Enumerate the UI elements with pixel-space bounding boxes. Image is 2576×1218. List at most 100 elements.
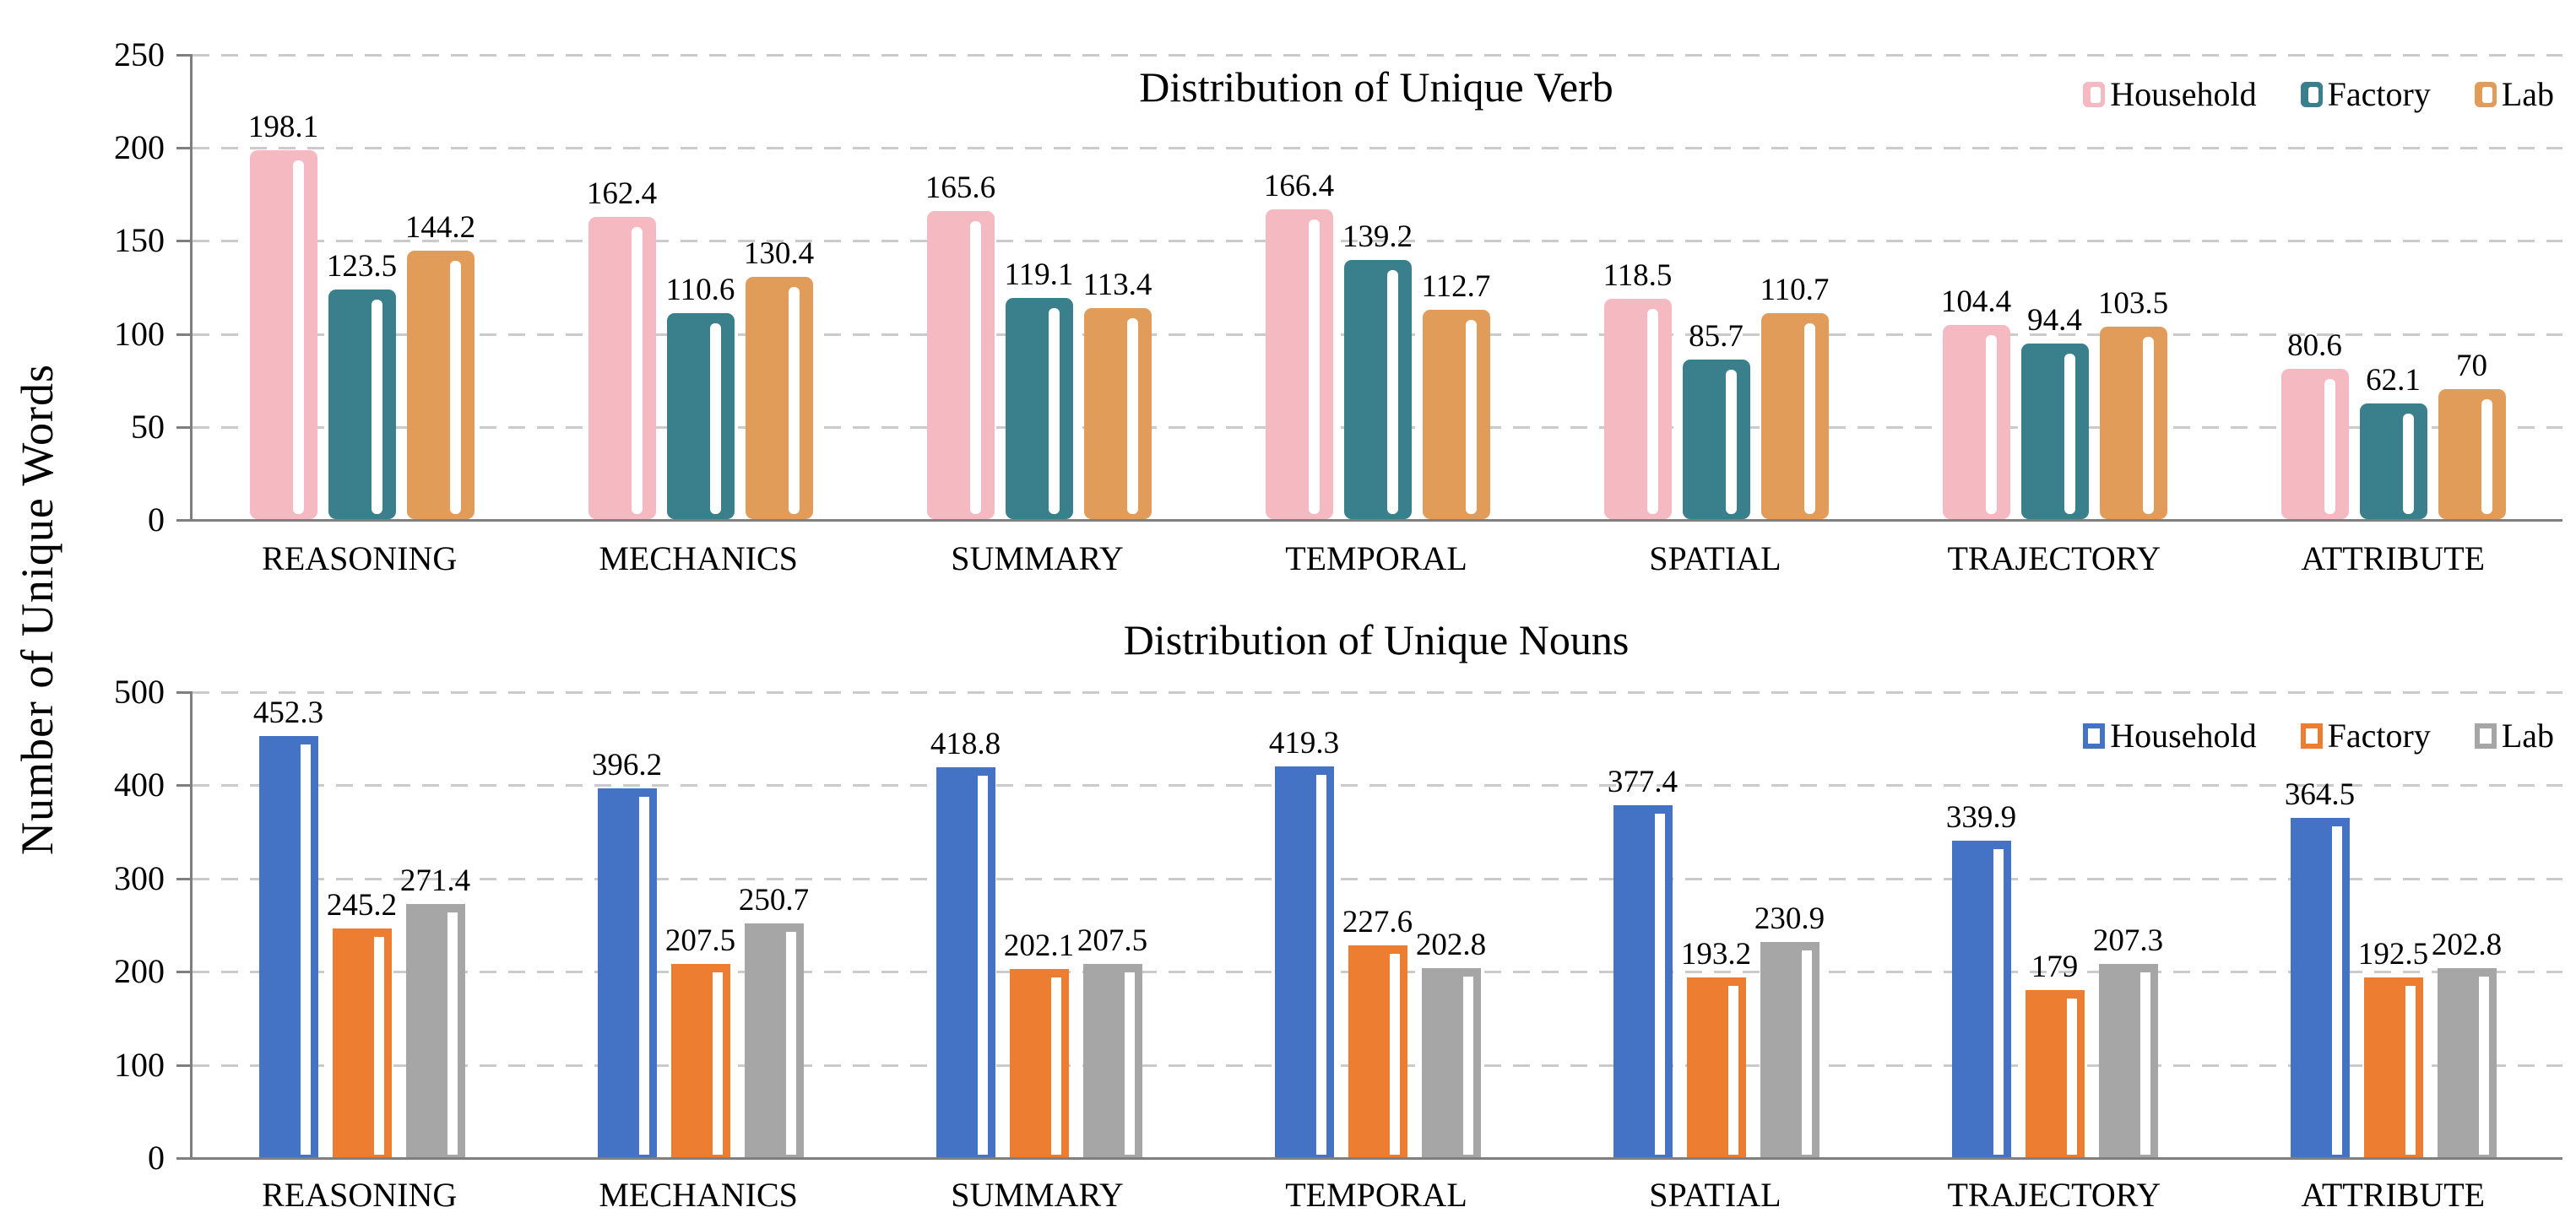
bar-lab-trajectory: 207.3: [2093, 925, 2163, 1157]
legend-marker-factory: [2300, 723, 2323, 749]
value-label: 110.6: [665, 273, 735, 308]
chart-title-nouns: Distribution of Unique Nouns: [1123, 616, 1630, 663]
y-tick-mark: [176, 519, 190, 522]
bar-highlight-stripe: [785, 932, 796, 1155]
legend-label: Lab: [2501, 717, 2554, 755]
value-label: 162.4: [586, 176, 658, 212]
bar-household-reasoning: 198.1: [248, 111, 318, 519]
bar-highlight-stripe: [1801, 950, 1812, 1155]
legend-marker-household: [2083, 82, 2106, 107]
bar-lab-attribute: 202.8: [2432, 929, 2502, 1157]
value-label: 452.3: [252, 695, 324, 730]
value-label: 179: [2031, 950, 2079, 985]
bar-factory-mechanics: 110.6: [666, 274, 735, 519]
bar-highlight-stripe: [1048, 307, 1060, 514]
value-label: 192.5: [2357, 937, 2429, 972]
value-label: 202.1: [1003, 928, 1075, 963]
bar-household-temporal: 419.3: [1269, 728, 1339, 1157]
bar-household-trajectory: 339.9: [1946, 802, 2016, 1157]
gridline: [193, 54, 2562, 57]
y-tick-label: 400: [114, 766, 165, 804]
y-tick-label: 500: [114, 673, 165, 711]
x-axis-label-temporal: TEMPORAL: [1285, 539, 1467, 577]
value-label: 198.1: [247, 110, 319, 145]
bar-group-spatial: 118.5 85.7 110.7: [1547, 54, 1885, 519]
legend-marker-lab: [2474, 723, 2497, 749]
y-tick-label: 0: [148, 501, 165, 539]
gridline: [193, 877, 2562, 880]
bar-highlight-stripe: [1993, 848, 2004, 1155]
bar-household-spatial: 377.4: [1608, 766, 1678, 1157]
bar-highlight-stripe: [1727, 985, 1738, 1155]
bar-group-trajectory: 104.4 94.4 103.5: [1885, 54, 2224, 519]
value-label: 112.7: [1421, 268, 1491, 304]
chart-title-verbs: Distribution of Unique Verb: [1139, 63, 1613, 111]
bar-household-attribute: 80.6: [2280, 330, 2349, 519]
x-axis-labels-verbs: REASONING MECHANICS SUMMARY TEMPORAL SPATIAL…: [190, 539, 2562, 578]
value-label: 193.2: [1680, 936, 1752, 972]
bar-factory-summary: 119.1: [1005, 259, 1073, 519]
bar-household-summary: 165.6: [925, 172, 995, 519]
legend-item-household: Household: [2083, 75, 2257, 113]
bar-household-spatial: 118.5: [1603, 260, 1672, 519]
legend-label: Household: [2110, 717, 2257, 755]
y-tick-label: 100: [114, 314, 165, 353]
bar-highlight-stripe: [2405, 986, 2416, 1155]
gridline: [193, 147, 2562, 150]
bar-lab-reasoning: 271.4: [400, 865, 470, 1157]
bar-group-temporal: 419.3 227.6 202.8: [1208, 691, 1547, 1157]
value-label: 271.4: [399, 863, 471, 899]
x-axis-label-reasoning: REASONING: [262, 1176, 458, 1214]
value-label: 364.5: [2284, 777, 2356, 812]
bar-highlight-stripe: [1803, 323, 1815, 514]
legend-marker-factory: [2300, 82, 2323, 107]
legend-marker-household: [2083, 723, 2106, 749]
legend-label: Lab: [2501, 75, 2554, 113]
bar-household-temporal: 166.4: [1264, 171, 1334, 519]
bar-factory-mechanics: 207.5: [665, 925, 735, 1157]
value-label: 207.5: [1076, 923, 1148, 958]
bar-highlight-stripe: [1985, 334, 1997, 514]
legend-label: Factory: [2327, 717, 2431, 755]
bar-group-summary: 418.8 202.1 207.5: [870, 691, 1208, 1157]
y-tick-mark: [176, 971, 190, 974]
bar-highlight-stripe: [1126, 318, 1138, 514]
legend-item-lab: Lab: [2474, 75, 2554, 113]
bar-household-mechanics: 396.2: [592, 750, 662, 1157]
value-label: 139.2: [1342, 219, 1413, 255]
bar-household-attribute: 364.5: [2285, 779, 2355, 1157]
legend-marker-lab: [2474, 82, 2497, 107]
y-tick-label: 300: [114, 858, 165, 897]
y-tick-mark: [176, 147, 190, 150]
value-label: 144.2: [404, 210, 476, 246]
bar-highlight-stripe: [1386, 270, 1398, 514]
x-axis-label-mechanics: MECHANICS: [599, 1176, 798, 1214]
value-label: 103.5: [2097, 285, 2169, 321]
x-axis-label-mechanics: MECHANICS: [599, 539, 798, 577]
bar-factory-attribute: 62.1: [2359, 365, 2427, 519]
bar-lab-temporal: 202.8: [1416, 929, 1486, 1157]
x-axis-label-trajectory: TRAJECTORY: [1947, 539, 2161, 577]
bar-highlight-stripe: [2142, 336, 2154, 514]
value-label: 80.6: [2287, 328, 2342, 364]
bar-highlight-stripe: [449, 261, 461, 514]
legend-nouns: Household Factory Lab: [2083, 719, 2554, 753]
bar-highlight-stripe: [371, 299, 382, 514]
value-label: 94.4: [2027, 302, 2082, 338]
bar-highlight-stripe: [709, 323, 721, 514]
legend-label: Household: [2110, 75, 2257, 113]
bar-factory-temporal: 139.2: [1342, 221, 1413, 519]
bar-lab-spatial: 230.9: [1754, 903, 1825, 1157]
bar-factory-trajectory: 94.4: [2020, 305, 2089, 519]
bar-lab-temporal: 112.7: [1422, 271, 1490, 519]
bar-factory-trajectory: 179: [2025, 951, 2085, 1157]
bar-group-mechanics: 396.2 207.5 250.7: [531, 691, 870, 1157]
x-axis-label-reasoning: REASONING: [262, 539, 458, 577]
value-label: 118.5: [1603, 257, 1673, 293]
bar-factory-reasoning: 245.2: [327, 890, 397, 1157]
value-label: 62.1: [2366, 363, 2421, 398]
value-label: 123.5: [326, 248, 398, 284]
bar-group-reasoning: 198.1 123.5 144.2: [193, 54, 531, 519]
bar-household-reasoning: 452.3: [253, 697, 323, 1157]
